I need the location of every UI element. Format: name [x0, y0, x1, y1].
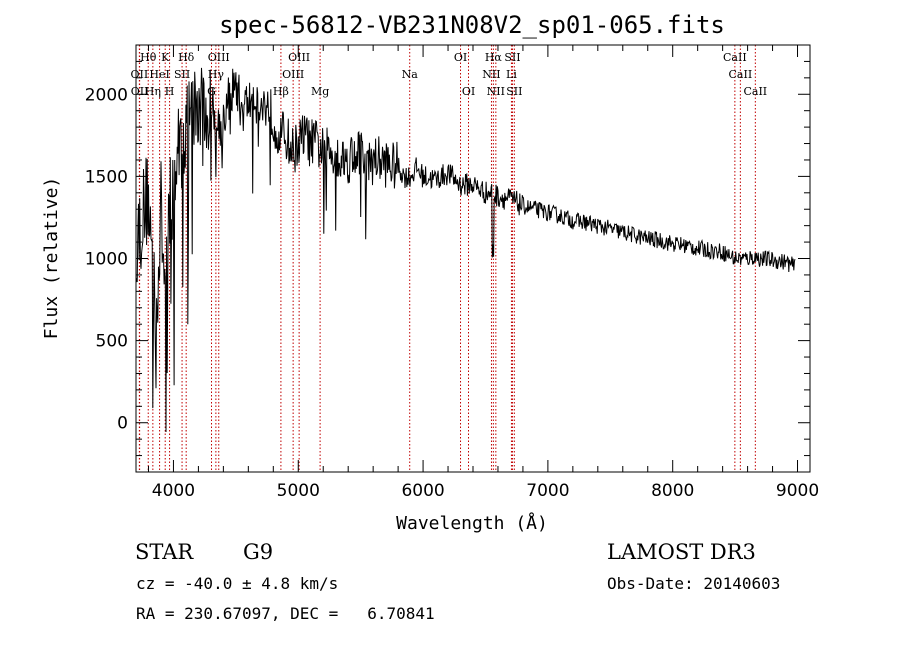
object-subclass: G9 [243, 540, 274, 564]
x-axis-label: Wavelength (Å) [396, 512, 548, 534]
spectral-line-label: Hγ [208, 68, 225, 81]
spectral-line-label: SII [506, 85, 522, 98]
spectral-line-label: NII [482, 68, 500, 81]
spectral-line-label: Na [402, 68, 419, 81]
spectral-line-label: OII [131, 68, 149, 81]
axis-ticks: 4000 5000 6000 7000 8000 9000 0 500 1000 1500 2000 [85, 44, 819, 501]
spectral-line-label: CaII [743, 85, 767, 98]
spectral-line-label: H [165, 85, 175, 98]
chart-title: spec-56812-VB231N08V2_sp01-065.fits [219, 11, 725, 39]
spectral-line-label: SII [504, 51, 520, 64]
x-tick-label: 9000 [776, 481, 819, 501]
spectral-line-label: K [161, 51, 170, 64]
x-tick-label: 8000 [651, 481, 694, 501]
plot-frame [135, 44, 811, 473]
x-tick-label: 5000 [277, 481, 320, 501]
x-tick-label: 6000 [401, 481, 444, 501]
spectral-line-label: OI [454, 51, 467, 64]
spectral-line-label: OIII [282, 68, 304, 81]
spectral-line-label: Hθ [140, 51, 157, 64]
object-class: STAR [135, 540, 194, 564]
spectral-line-label: OIII [288, 51, 310, 64]
y-tick-label: 2000 [85, 85, 128, 105]
spectral-line-label: Hα [485, 51, 503, 64]
spectral-line-label: OI [462, 85, 475, 98]
y-tick-label: 1500 [85, 167, 128, 187]
spectral-line-label: Li [506, 68, 517, 81]
y-tick-label: 1000 [85, 250, 128, 270]
redshift-value: cz = -40.0 ± 4.8 km/s [136, 574, 339, 593]
spectral-line-label: HeI [149, 68, 169, 81]
x-tick-label: 7000 [526, 481, 569, 501]
spectral-line-label: Mg [311, 85, 329, 98]
spectral-line-label: OIII [208, 51, 230, 64]
spectral-line-label: NII [487, 85, 505, 98]
spectral-line-label: Hβ [273, 85, 289, 98]
x-tick-label: 4000 [152, 481, 195, 501]
y-tick-label: 0 [117, 414, 128, 434]
spectral-line-label: SII [174, 68, 190, 81]
coordinates: RA = 230.67097, DEC = 6.70841 [136, 604, 435, 623]
spectral-line-label: Hη [145, 85, 161, 98]
spectral-line-label: CaII [723, 51, 747, 64]
observation-date: Obs-Date: 20140603 [607, 574, 781, 593]
survey-name: LAMOST DR3 [607, 540, 756, 564]
y-axis-label: Flux (relative) [41, 177, 62, 340]
spectral-line-label: CaII [729, 68, 753, 81]
flux-series-line [135, 67, 796, 433]
y-tick-label: 500 [96, 332, 128, 352]
spectral-line-label: Hδ [178, 51, 195, 64]
spectral-line-label: G [207, 85, 216, 98]
